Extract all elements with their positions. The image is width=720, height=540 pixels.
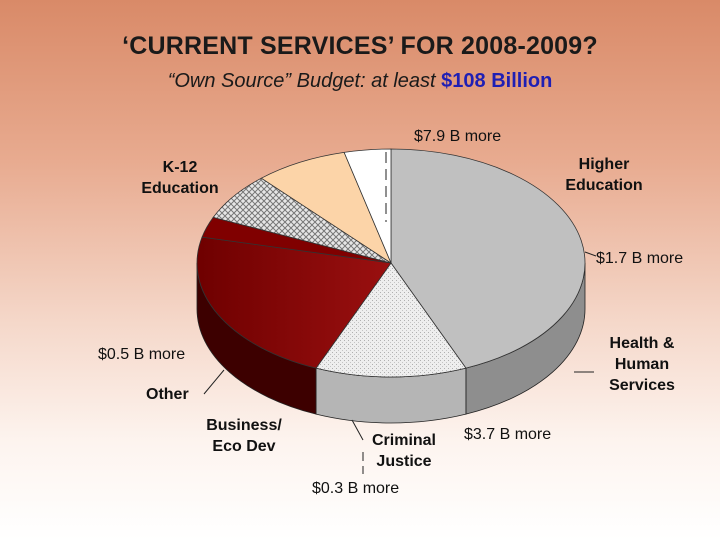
label-k12: K-12 Education <box>126 157 234 199</box>
label-criminal-line1: Criminal <box>371 432 436 449</box>
note-other: $0.5 B more <box>98 346 186 363</box>
leader-line-hhs-note <box>584 251 597 257</box>
label-k12-line1: K-12 <box>162 159 198 176</box>
note-criminal: $0.3 B more <box>312 480 400 497</box>
label-k12-line2: Education <box>141 180 219 197</box>
label-higher-line2: Education <box>565 177 643 194</box>
pie-slice-business-eco-dev <box>260 151 392 265</box>
pie-slices <box>196 148 586 424</box>
label-business-line2: Eco Dev <box>212 438 276 455</box>
note-unlabeled-slice: $3.7 B more <box>464 426 552 443</box>
note-hhs: $1.7 B more <box>596 250 684 267</box>
label-criminal-justice: Criminal Justice <box>362 430 446 472</box>
label-hhs-line2: Human <box>614 356 670 373</box>
label-business-line1: Business/ <box>206 417 282 434</box>
label-higher-line1: Higher <box>578 156 630 173</box>
pie-slice-other <box>343 148 392 264</box>
pie-slice-health-human-services <box>196 236 392 369</box>
label-other: Other <box>146 386 189 403</box>
note-k12: $7.9 B more <box>414 128 502 145</box>
label-business-eco-dev: Business/ Eco Dev <box>196 415 292 457</box>
leader-line-criminal <box>351 419 364 441</box>
pie-slice-k-12-education <box>390 148 586 369</box>
slide-subtitle: “Own Source” Budget: at least $108 Billi… <box>0 70 720 93</box>
leader-lines <box>203 152 597 474</box>
label-criminal-line2: Justice <box>376 453 432 470</box>
label-health-human-services: Health & Human Services <box>596 333 688 396</box>
budget-amount: $108 Billion <box>441 70 553 92</box>
label-hhs-line3: Services <box>609 377 675 394</box>
label-higher-education: Higher Education <box>550 154 658 196</box>
slide-title: ‘CURRENT SERVICES’ FOR 2008-2009? <box>122 32 598 60</box>
leader-line-other <box>203 369 225 395</box>
label-hhs-line1: Health & <box>609 335 675 352</box>
pie-slice-higher-education <box>315 262 467 378</box>
subtitle-text: “Own Source” Budget: at least <box>167 70 442 92</box>
